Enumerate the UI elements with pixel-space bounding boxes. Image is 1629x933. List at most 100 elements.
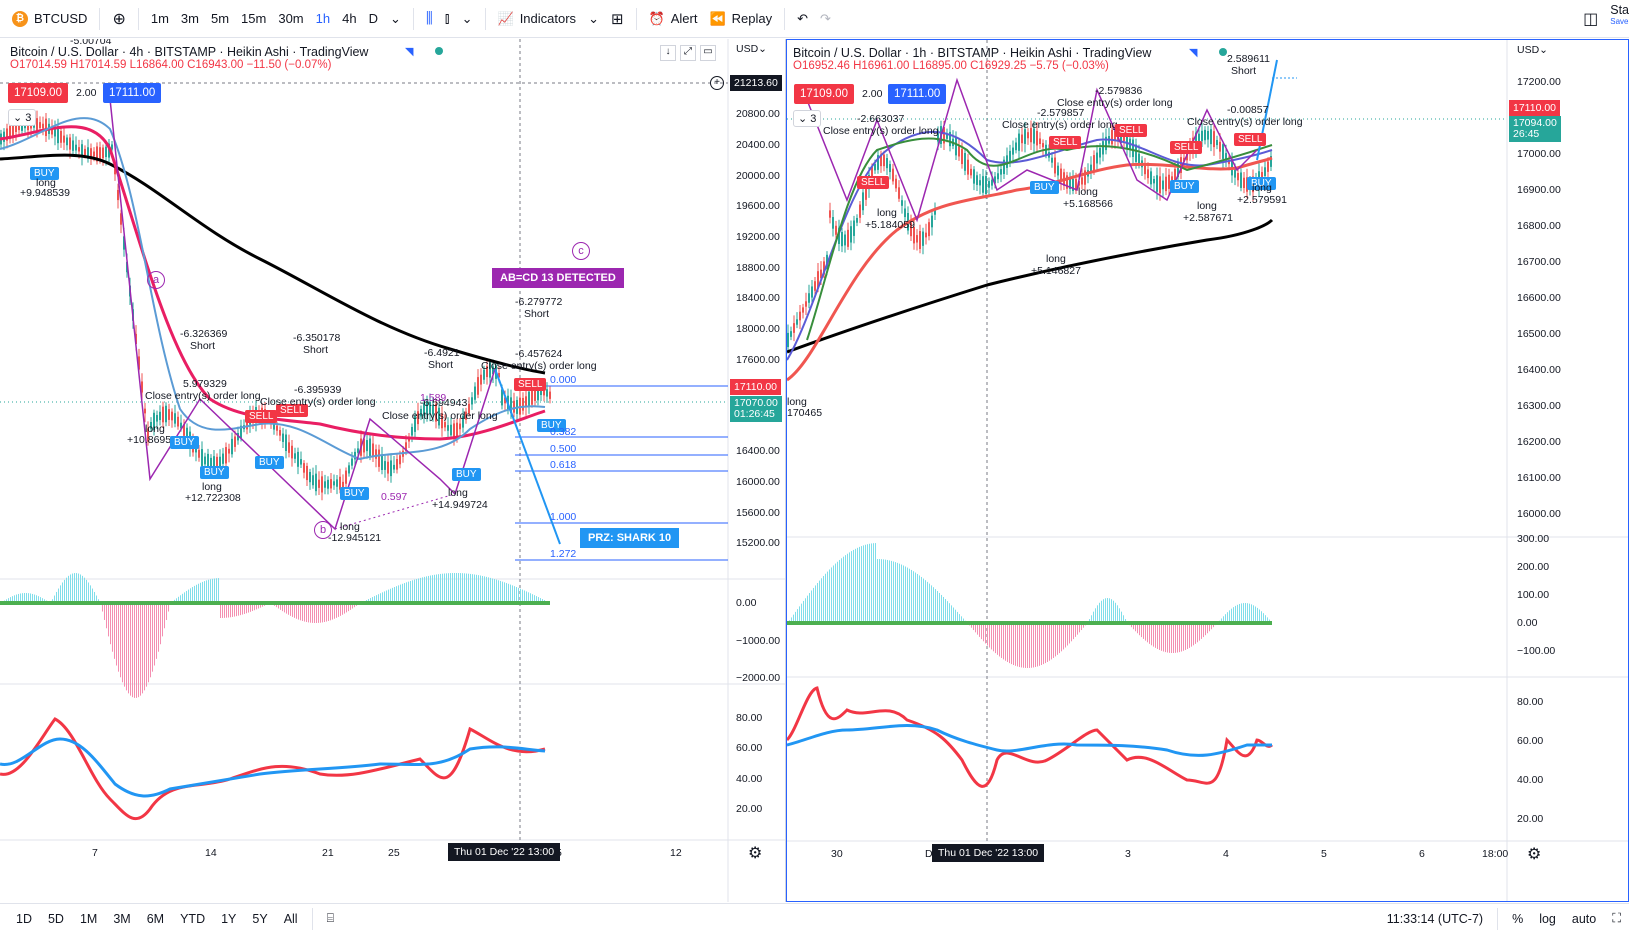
candle-body — [1243, 177, 1245, 189]
candle-body — [841, 231, 843, 247]
histogram-bar — [841, 558, 842, 623]
candle-body — [835, 225, 837, 235]
candle-body — [51, 126, 53, 135]
range-all[interactable]: All — [283, 911, 298, 926]
histogram-bar — [809, 593, 810, 623]
left-chart-pane[interactable]: Bitcoin / U.S. Dollar · 4h · BITSTAMP · … — [0, 39, 785, 902]
buy-price-button[interactable]: 17111.00 — [888, 84, 947, 104]
histogram-bar — [1157, 623, 1158, 649]
candle-body — [934, 210, 936, 215]
histogram-bar — [226, 603, 227, 618]
candle-body — [817, 271, 819, 289]
histogram-bar — [1021, 623, 1022, 668]
symbol-search[interactable]: ₿ BTCUSD — [6, 5, 93, 33]
chevron-down-icon: ⌄ — [1539, 44, 1548, 56]
redo-button[interactable]: ↷ — [814, 5, 837, 33]
chart-type-dropdown[interactable]: ⌄ — [456, 5, 479, 33]
candle-body — [162, 406, 164, 423]
candle-body — [1081, 177, 1083, 185]
indicator-toggle[interactable]: ⌄ 3 — [793, 110, 822, 127]
histogram-bar — [1181, 623, 1182, 652]
range-3m[interactable]: 3M — [113, 911, 131, 926]
histogram-bar — [981, 623, 982, 640]
indicators-button[interactable]: 📈 Indicators — [492, 5, 583, 33]
histogram-bar — [78, 573, 79, 603]
candle-body — [531, 387, 533, 405]
time-axis-label: 18:00 — [1482, 848, 1509, 860]
scroll-down-icon[interactable]: ↓ — [660, 45, 676, 61]
range-1y[interactable]: 1Y — [221, 911, 237, 926]
range-5y[interactable]: 5Y — [252, 911, 268, 926]
undo-button[interactable]: ↶ — [791, 5, 814, 33]
histogram-bar — [354, 603, 355, 608]
range-6m[interactable]: 6M — [146, 911, 165, 926]
currency-label[interactable]: USD⌄ — [736, 43, 767, 55]
timeframe-1h[interactable]: 1h — [315, 11, 331, 26]
save-button[interactable]: Sta Save — [1604, 3, 1629, 33]
histogram-bar — [873, 543, 874, 623]
timeframe-1m[interactable]: 1m — [150, 11, 169, 26]
histogram-bar — [1027, 623, 1028, 668]
log-toggle[interactable]: log — [1539, 911, 1556, 926]
pane-divider[interactable] — [785, 39, 786, 902]
candle-body — [985, 176, 987, 194]
rsi-axis-label: 80.00 — [1517, 696, 1544, 708]
range-1m[interactable]: 1M — [79, 911, 98, 926]
chart-type-button[interactable]: ⫾ — [439, 5, 456, 33]
histogram-bar — [374, 596, 375, 603]
timeframe-dropdown[interactable]: ⌄ — [384, 5, 407, 33]
timezone-clock[interactable]: 11:33:14 (UTC-7) — [1386, 911, 1484, 926]
layout-button[interactable]: ⊞ — [605, 5, 630, 33]
currency-label[interactable]: USD⌄ — [1517, 44, 1548, 56]
candle-body — [844, 234, 846, 246]
bar-style-button[interactable]: ⫼ — [420, 5, 439, 33]
indicators-dropdown[interactable]: ⌄ — [582, 5, 605, 33]
percent-toggle[interactable]: % — [1512, 911, 1524, 926]
timeframe-15m[interactable]: 15m — [241, 11, 267, 26]
histogram-bar — [1239, 603, 1240, 623]
histogram-bar — [376, 595, 377, 603]
histogram-bar — [24, 593, 25, 603]
timeframe-3m[interactable]: 3m — [180, 11, 199, 26]
fullscreen-button[interactable]: ⛶ — [1604, 911, 1629, 926]
buy-price-button[interactable]: 17111.00 — [103, 83, 162, 103]
fullscreen-icon[interactable]: ⤢ — [680, 45, 696, 61]
candle-body — [321, 476, 323, 493]
histogram-bar — [855, 548, 856, 623]
auto-toggle[interactable]: auto — [1571, 911, 1597, 926]
timeframe-4h[interactable]: 4h — [342, 11, 357, 26]
date-range-button[interactable]: ⌸ — [319, 911, 343, 926]
trade-annotation: Close entry(s) order long — [823, 125, 939, 137]
sell-price-button[interactable]: 17109.00 — [794, 84, 854, 104]
histogram-bar — [66, 577, 67, 603]
add-crosshair-icon[interactable]: + — [710, 76, 724, 90]
sell-price-button[interactable]: 17109.00 — [8, 83, 68, 103]
range-1d[interactable]: 1D — [16, 911, 32, 926]
candle-body — [411, 426, 413, 436]
histogram-bar — [1203, 623, 1204, 638]
histogram-bar — [1117, 605, 1118, 623]
chevron-down-icon: ⌄ — [389, 10, 401, 26]
candle-body — [811, 286, 813, 298]
histogram-bar — [1171, 623, 1172, 653]
settings-gear-icon[interactable]: ⚙ — [1527, 846, 1542, 863]
compare-symbol-button[interactable]: ⊕ — [106, 5, 131, 33]
indicator-toggle[interactable]: ⌄ 3 — [8, 109, 37, 126]
candle-body — [180, 422, 182, 429]
bookmark-icon[interactable]: ◥ — [405, 46, 414, 58]
maximize-icon[interactable]: ▭ — [700, 45, 716, 61]
trade-annotation: +9.948539 — [20, 187, 70, 199]
replay-button[interactable]: ⏪ Replay — [703, 5, 778, 33]
range-5d[interactable]: 5D — [47, 911, 64, 926]
bookmark-icon[interactable]: ◥ — [1189, 47, 1198, 59]
right-chart-pane[interactable]: Bitcoin / U.S. Dollar · 1h · BITSTAMP · … — [786, 39, 1629, 902]
timeframe-30m[interactable]: 30m — [278, 11, 304, 26]
range-ytd[interactable]: YTD — [180, 911, 206, 926]
alert-button[interactable]: ⏰ Alert — [643, 5, 704, 33]
price-axis-label: 16500.00 — [1517, 328, 1561, 340]
layout-toggle-button[interactable]: ◫ — [1577, 5, 1604, 33]
timeframe-d[interactable]: D — [368, 11, 378, 26]
timeframe-5m[interactable]: 5m — [210, 11, 230, 26]
settings-gear-icon[interactable]: ⚙ — [748, 845, 763, 862]
candle-body — [117, 189, 119, 201]
